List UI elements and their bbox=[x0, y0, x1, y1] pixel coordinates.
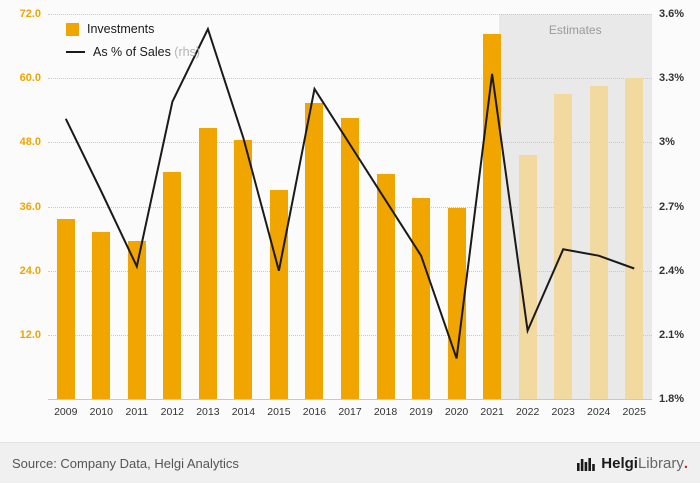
x-axis-label-2012: 2012 bbox=[160, 406, 185, 418]
left-axis-tick: 24.0 bbox=[19, 264, 41, 277]
x-axis-label-2016: 2016 bbox=[302, 406, 327, 418]
bar-2012 bbox=[163, 172, 182, 399]
left-axis-tick: 36.0 bbox=[19, 200, 41, 213]
legend-item-investments: Investments bbox=[66, 22, 200, 36]
x-axis-label-2019: 2019 bbox=[409, 406, 433, 418]
bar-2017 bbox=[341, 117, 359, 399]
bar-2011 bbox=[127, 240, 146, 399]
x-axis-label-2014: 2014 bbox=[231, 406, 256, 418]
left-axis-tick: 48.0 bbox=[19, 136, 41, 149]
left-axis-tick: 12.0 bbox=[19, 328, 41, 341]
x-axis-label-2010: 2010 bbox=[89, 406, 113, 418]
legend-item-pct-of-sales: As % of Sales (rhs) bbox=[66, 45, 200, 59]
x-axis-label-2024: 2024 bbox=[587, 406, 611, 418]
helgi-logo-icon bbox=[577, 458, 596, 471]
estimates-label: Estimates bbox=[548, 23, 602, 37]
helgi-library-logo: HelgiLibrary. bbox=[577, 455, 688, 472]
brand-name-light: Library bbox=[637, 454, 684, 472]
bar-2023 bbox=[554, 93, 573, 399]
bar-2025 bbox=[625, 77, 644, 399]
gridline bbox=[48, 78, 652, 80]
bar-2014 bbox=[234, 140, 253, 399]
bar-2013 bbox=[198, 127, 217, 399]
bar-2010 bbox=[92, 231, 111, 399]
legend-label-investments: Investments bbox=[87, 22, 155, 36]
x-axis-label-2021: 2021 bbox=[480, 406, 504, 418]
right-axis-tick: 1.8% bbox=[659, 393, 685, 405]
brand-name: HelgiLibrary. bbox=[601, 455, 688, 472]
x-axis-label-2017: 2017 bbox=[338, 406, 362, 418]
x-axis-label-2009: 2009 bbox=[54, 406, 78, 418]
legend-label-rhs-suffix: (rhs) bbox=[170, 45, 200, 59]
brand-name-bold: Helgi bbox=[601, 454, 638, 472]
x-axis-label-2022: 2022 bbox=[515, 406, 540, 418]
right-axis-tick: 3.6% bbox=[659, 8, 685, 20]
legend-label-pct-of-sales: As % of Sales (rhs) bbox=[93, 45, 200, 59]
x-axis-label-2013: 2013 bbox=[196, 406, 220, 418]
right-axis-tick: 3% bbox=[659, 136, 675, 149]
right-axis-tick: 3.3% bbox=[659, 72, 685, 85]
line-series bbox=[64, 26, 635, 359]
gridline bbox=[48, 14, 652, 15]
bar-2021 bbox=[483, 34, 502, 399]
bar-2020 bbox=[447, 207, 466, 399]
bar-2022 bbox=[518, 155, 537, 399]
legend: Investments As % of Sales (rhs) bbox=[66, 22, 200, 68]
footer-bar: Source: Company Data, Helgi Analytics He… bbox=[0, 442, 700, 483]
right-axis-tick: 2.4% bbox=[659, 264, 685, 277]
left-axis-tick: 60.0 bbox=[19, 72, 41, 85]
x-axis-label-2023: 2023 bbox=[551, 406, 575, 418]
bar-2016 bbox=[305, 102, 324, 399]
plot-area: Estimates Investments As % of Sales (rhs… bbox=[20, 8, 685, 418]
source-text: Source: Company Data, Helgi Analytics bbox=[12, 455, 239, 471]
line-swatch-icon bbox=[66, 51, 85, 53]
legend-label-pct-text: As % of Sales bbox=[93, 45, 171, 59]
x-axis-label-2011: 2011 bbox=[125, 406, 149, 418]
left-axis-tick: 72.0 bbox=[19, 8, 41, 20]
bar-2024 bbox=[589, 85, 608, 399]
x-axis-label-2015: 2015 bbox=[267, 406, 291, 418]
bar-2009 bbox=[56, 218, 75, 399]
right-axis-tick: 2.7% bbox=[659, 200, 685, 213]
bar-swatch-icon bbox=[66, 22, 79, 36]
x-axis-label-2018: 2018 bbox=[373, 406, 398, 418]
bar-2018 bbox=[376, 174, 395, 399]
x-axis-label-2020: 2020 bbox=[444, 406, 469, 418]
brand-dot: . bbox=[683, 454, 688, 472]
right-axis-tick: 2.1% bbox=[659, 328, 685, 341]
x-axis-label-2025: 2025 bbox=[622, 406, 646, 418]
